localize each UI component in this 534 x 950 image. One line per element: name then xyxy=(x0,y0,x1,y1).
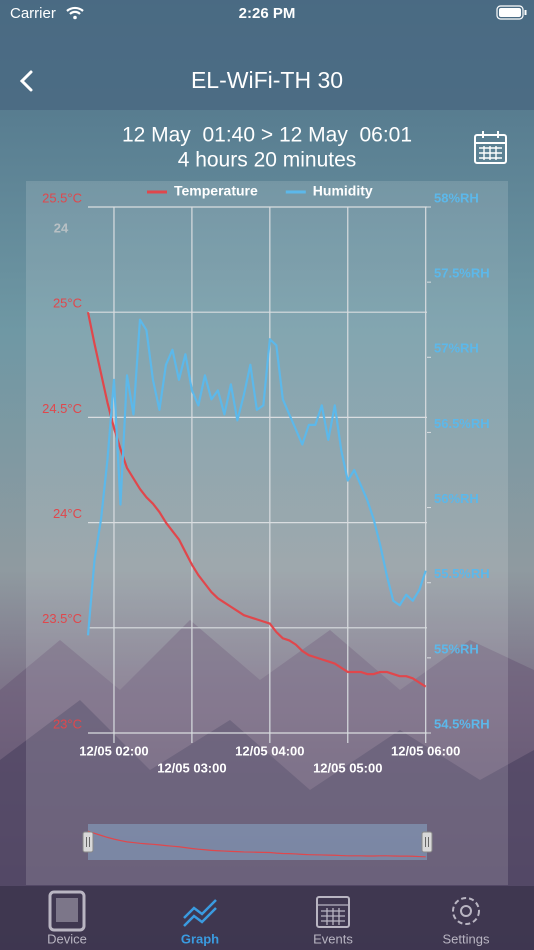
tab-icon xyxy=(56,898,78,922)
tab-3[interactable]: Settings xyxy=(443,897,490,946)
y-tick-label: 23°C xyxy=(53,716,82,731)
tab-bar xyxy=(0,886,534,950)
y-tick-label: 24°C xyxy=(53,506,82,521)
battery-icon xyxy=(499,8,521,17)
y2-tick-label: 54.5%RH xyxy=(434,716,490,731)
calendar-button[interactable] xyxy=(474,131,507,164)
tab-icon xyxy=(460,905,472,917)
overview-window xyxy=(88,824,427,860)
battery-icon xyxy=(524,10,527,15)
overlay-label: 24 xyxy=(54,220,69,235)
tab-icon xyxy=(48,890,86,932)
tab-items: Device Graph Events Settings xyxy=(47,890,490,946)
range-handle-grip xyxy=(425,837,429,847)
clock: 2:26 PM xyxy=(239,5,296,22)
series-line xyxy=(86,311,427,688)
battery-icon xyxy=(496,5,524,20)
tab-label: Graph xyxy=(181,931,219,946)
range-handle[interactable] xyxy=(82,831,94,853)
x-tick-label: 12/05 06:00 xyxy=(391,743,460,758)
x-tick-label: 12/05 04:00 xyxy=(235,743,304,758)
x-tick-label: 12/05 02:00 xyxy=(79,743,148,758)
y2-tick-label: 56.5%RH xyxy=(434,416,490,431)
y2-tick-label: 55%RH xyxy=(434,641,479,656)
range-handle[interactable] xyxy=(421,831,433,853)
tab-icon xyxy=(317,904,349,925)
y2-tick-label: 57.5%RH xyxy=(434,266,490,281)
y-tick-label: 24.5°C xyxy=(42,401,82,416)
tab-1[interactable]: Graph xyxy=(181,899,219,946)
series-line xyxy=(86,318,427,636)
tab-icon xyxy=(452,897,480,925)
date-range: 12 May 01:40 > 12 May 06:01 xyxy=(122,124,412,147)
nav-title: EL-WiFi-TH 30 xyxy=(191,67,343,93)
tab-label: Device xyxy=(47,931,87,946)
wifi-icon xyxy=(73,15,77,20)
back-button[interactable] xyxy=(19,70,33,92)
y2-tick-label: 56%RH xyxy=(434,491,479,506)
y2-tick-label: 57%RH xyxy=(434,341,479,356)
y-tick-label: 25°C xyxy=(53,296,82,311)
tab-2[interactable]: Events xyxy=(313,896,353,946)
x-tick-label: 12/05 03:00 xyxy=(157,760,226,775)
carrier: Carrier xyxy=(10,5,56,22)
tab-label: Settings xyxy=(443,931,490,946)
legend-label: Humidity xyxy=(313,183,373,199)
tab-icon xyxy=(316,896,350,928)
legend-label: Temperature xyxy=(174,183,258,199)
x-tick-label: 12/05 05:00 xyxy=(313,760,382,775)
top-bar xyxy=(0,0,534,110)
y-tick-label: 25.5°C xyxy=(42,190,82,205)
tab-0[interactable]: Device xyxy=(47,890,87,946)
duration: 4 hours 20 minutes xyxy=(178,149,357,172)
overview-line xyxy=(87,830,426,858)
y2-tick-label: 55.5%RH xyxy=(434,566,490,581)
tab-icon xyxy=(183,899,217,927)
range-handle-grip xyxy=(86,837,90,847)
chart: 23°C 23.5°C 24°C 24.5°C 25°C 25.5°C 54.5%RH 55%… xyxy=(42,183,490,860)
y-tick-label: 23.5°C xyxy=(42,611,82,626)
tab-label: Events xyxy=(313,931,353,946)
y2-tick-label: 58%RH xyxy=(434,190,479,205)
chart-panel xyxy=(26,181,508,885)
wifi-icon xyxy=(66,6,84,15)
